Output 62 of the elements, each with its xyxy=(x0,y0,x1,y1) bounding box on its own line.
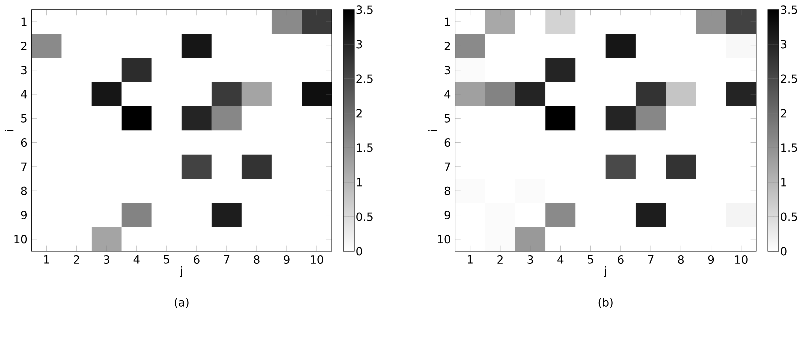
x-tick-label: 3 xyxy=(528,256,534,264)
y-tick-label: 9 xyxy=(444,211,450,220)
y-axis-title: i xyxy=(5,130,14,132)
y-axis-title: i xyxy=(428,130,438,132)
x-tick-label: 7 xyxy=(224,256,230,264)
x-tick-label: 4 xyxy=(558,256,564,264)
x-tick-label: 2 xyxy=(74,256,80,264)
x-tick-label: 6 xyxy=(618,256,624,264)
color-bar-label: 0.5 xyxy=(356,212,373,222)
y-tick-label: 4 xyxy=(444,90,451,99)
x-axis-title: j xyxy=(180,266,182,278)
color-bar-label: 1 xyxy=(782,178,786,187)
y-tick-label: 4 xyxy=(21,90,28,99)
x-tick-label: 1 xyxy=(468,256,473,264)
x-tick-label: 10 xyxy=(311,256,324,264)
y-tick-label: 9 xyxy=(21,211,27,220)
text: (b) xyxy=(598,298,613,308)
y-tick-label: 10 xyxy=(438,235,450,244)
color-bar-label: 1.5 xyxy=(782,144,798,152)
color-bar-label: 0 xyxy=(356,247,362,256)
color-bar-label: 3 xyxy=(356,40,362,49)
y-tick-label: 2 xyxy=(444,42,450,50)
x-tick-label: 9 xyxy=(708,256,714,264)
color-bar-label: 3.5 xyxy=(781,6,798,14)
y-tick-label: 6 xyxy=(444,138,451,148)
color-bar-label: 2 xyxy=(781,109,786,118)
color-bar-label: 2.5 xyxy=(356,74,373,84)
x-tick-label: 4 xyxy=(134,256,140,264)
y-tick-label: 2 xyxy=(21,42,27,50)
x-tick-label: 9 xyxy=(284,256,290,264)
x-tick-label: 1 xyxy=(44,256,50,264)
y-tick-label: 10 xyxy=(14,235,28,244)
y-tick-label: 8 xyxy=(21,186,28,196)
x-tick-label: 2 xyxy=(498,256,503,264)
y-tick-label: 5 xyxy=(444,114,450,123)
x-axis-title: j xyxy=(604,266,606,278)
y-tick-label: 7 xyxy=(444,162,450,172)
color-bar-label: 2.5 xyxy=(781,74,798,84)
x-tick-label: 10 xyxy=(735,256,748,264)
y-tick-label: 1 xyxy=(445,18,450,26)
x-tick-label: 5 xyxy=(164,256,170,264)
color-bar-label: 2 xyxy=(356,109,362,118)
color-bar-label: 0.5 xyxy=(781,212,798,222)
color-bar-label: 1 xyxy=(357,178,362,187)
x-tick-label: 5 xyxy=(588,256,594,264)
x-tick-label: 7 xyxy=(648,256,654,264)
x-tick-label: 3 xyxy=(104,256,110,264)
color-bar-label: 0 xyxy=(781,247,787,256)
color-bar-label: 1.5 xyxy=(357,144,373,152)
y-tick-label: 3 xyxy=(21,66,27,75)
x-tick-label: 8 xyxy=(678,256,684,264)
y-tick-label: 5 xyxy=(21,114,27,123)
color-bar-label: 3 xyxy=(781,40,787,49)
y-tick-label: 6 xyxy=(21,138,28,148)
y-tick-label: 7 xyxy=(22,162,27,172)
text: (a) xyxy=(175,298,189,308)
x-tick-label: 6 xyxy=(194,256,200,264)
color-bar-label: 3.5 xyxy=(356,6,373,14)
y-tick-label: 3 xyxy=(444,66,450,75)
x-tick-label: 8 xyxy=(254,256,260,264)
y-tick-label: 1 xyxy=(22,18,27,26)
y-tick-label: 8 xyxy=(444,186,450,196)
